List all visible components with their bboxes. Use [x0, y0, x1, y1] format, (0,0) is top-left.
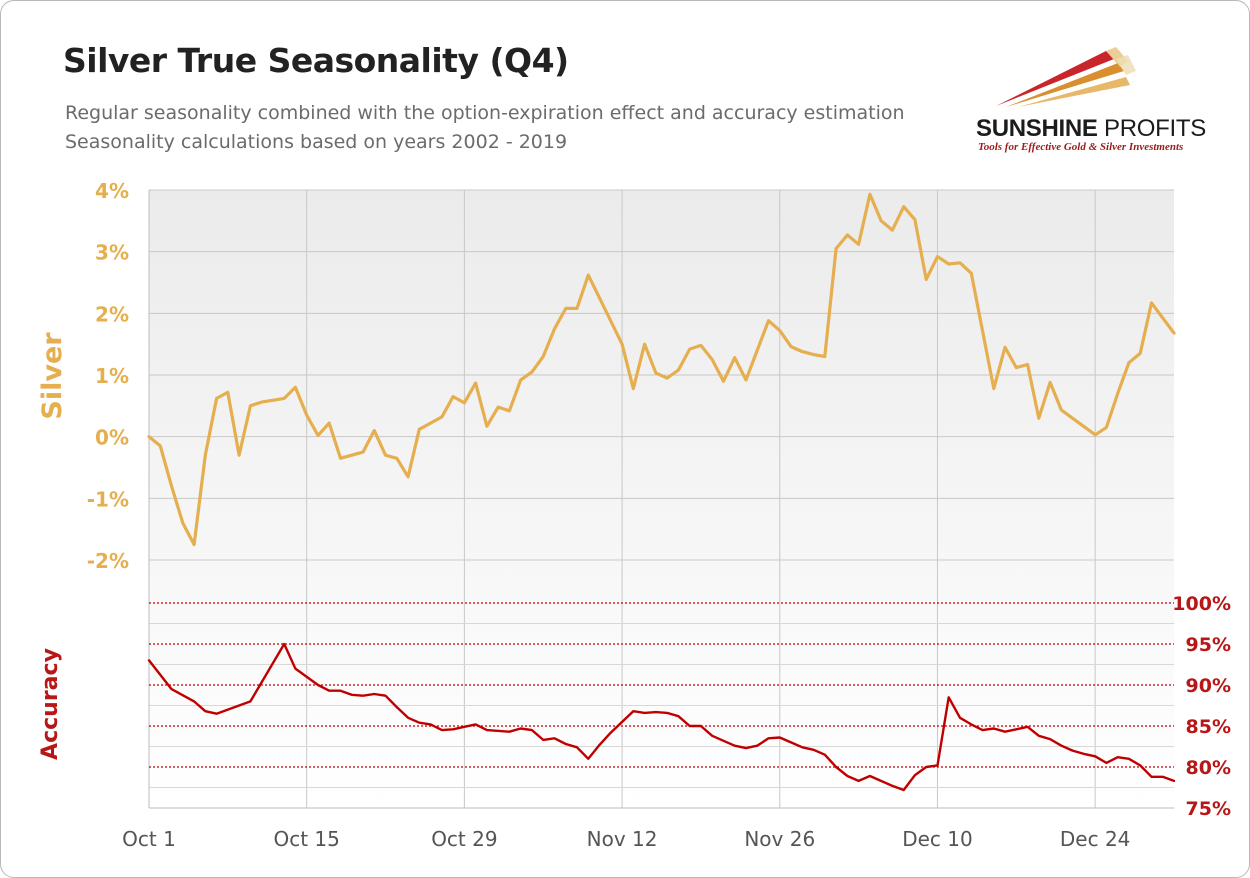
x-tick-label-3: Nov 12: [587, 827, 658, 851]
silver-series-line: [147, 192, 1176, 547]
grid-layer: [148, 189, 1174, 809]
accuracy-axis-label: Accuracy: [38, 648, 63, 760]
accuracy-tick-label-2: 90%: [1186, 675, 1231, 697]
logo-name-bold: SUNSHINE: [976, 115, 1098, 142]
x-tick-label-6: Dec 24: [1060, 827, 1131, 851]
silver-tick-label-3: 1%: [95, 364, 129, 388]
plot-area: [149, 190, 1174, 808]
x-tick-label-5: Dec 10: [902, 827, 973, 851]
accuracy-reference-lines: [149, 602, 1174, 768]
x-tick-label-0: Oct 1: [122, 827, 176, 851]
logo-tagline: Tools for Effective Gold & Silver Invest…: [978, 141, 1184, 153]
accuracy-tick-label-3: 85%: [1186, 716, 1231, 738]
accuracy-series-line: [147, 642, 1176, 792]
chart-subtitle-methodology: Regular seasonality combined with the op…: [65, 102, 905, 124]
tick-labels: 4% 3% 2% 1% 0% -1% -2% 100% 95% 90% 85% 80% 75% Oct 1…: [87, 179, 1231, 851]
series-layer: [147, 192, 1176, 792]
logo-wordmark: SUNSHINE PROFITS: [976, 115, 1206, 143]
accuracy-tick-label-5: 75%: [1186, 798, 1231, 820]
accuracy-tick-label-4: 80%: [1186, 757, 1231, 779]
chart-subtitle-years: Seasonality calculations based on years …: [65, 131, 568, 153]
silver-tick-label-4: 0%: [95, 426, 129, 450]
chart-title: Silver True Seasonality (Q4): [63, 41, 569, 80]
x-tick-label-1: Oct 15: [273, 827, 339, 851]
sunshine-profits-logo-icon: [996, 47, 1136, 107]
silver-tick-label-5: -1%: [87, 487, 129, 511]
x-tick-label-4: Nov 26: [744, 827, 815, 851]
silver-tick-label-0: 4%: [95, 179, 129, 203]
silver-tick-label-2: 2%: [95, 302, 129, 326]
x-tick-label-2: Oct 29: [431, 827, 497, 851]
accuracy-tick-label-0: 100%: [1172, 593, 1231, 615]
accuracy-tick-label-1: 95%: [1186, 634, 1231, 656]
logo-name-light: PROFITS: [1104, 115, 1206, 142]
silver-tick-label-6: -2%: [87, 549, 129, 573]
silver-tick-label-1: 3%: [95, 241, 129, 265]
silver-axis-label: Silver: [37, 332, 68, 420]
